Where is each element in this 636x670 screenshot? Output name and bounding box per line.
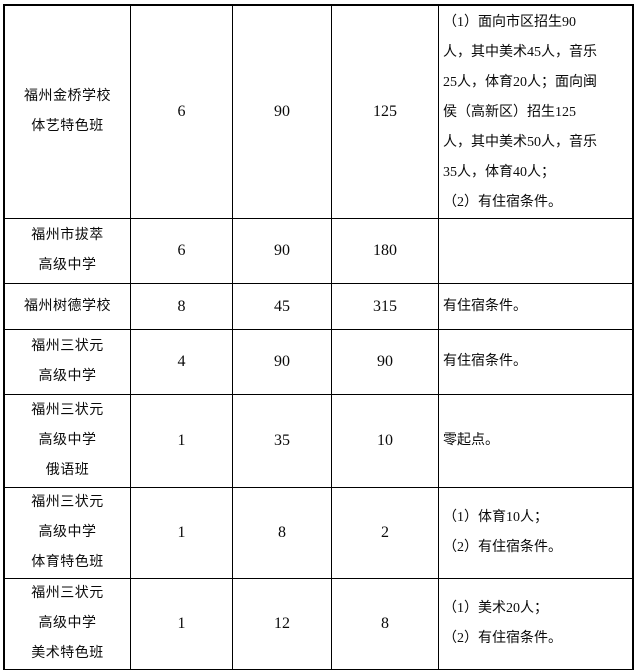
cell-school-name: 福州树德学校 xyxy=(4,283,131,330)
school-name-line: 高级中学 xyxy=(38,369,97,384)
note-line: （1）体育10人； xyxy=(443,510,548,525)
cell-note xyxy=(438,218,633,284)
cell-total: 315 xyxy=(331,283,439,330)
cell-class-size: 45 xyxy=(232,283,332,330)
note-line: 有住宿条件。 xyxy=(443,354,527,369)
cell-note: 有住宿条件。 xyxy=(438,283,633,330)
cell-class-size: 35 xyxy=(232,394,332,488)
cell-total: 180 xyxy=(331,218,439,284)
cell-note: （1）面向市区招生90 人，其中美术45人，音乐 25人，体育20人；面向闽 侯… xyxy=(438,5,633,219)
table-row: 福州三状元 高级中学 俄语班 1 35 10 零起点。 xyxy=(4,394,633,488)
cell-school-name: 福州三状元 高级中学 俄语班 xyxy=(4,394,131,488)
note-line: （1）面向市区招生90 xyxy=(443,15,576,30)
note-line: 35人，体育40人； xyxy=(443,165,555,180)
cell-total: 125 xyxy=(331,5,439,219)
note-line: 25人，体育20人；面向闽 xyxy=(443,75,597,90)
cell-class-size: 90 xyxy=(232,218,332,284)
note-line: 人，其中美术50人，音乐 xyxy=(443,135,597,150)
cell-total: 8 xyxy=(331,578,439,670)
table-row: 福州市拔萃 高级中学 6 90 180 xyxy=(4,218,633,284)
note-line: （2）有住宿条件。 xyxy=(443,631,562,646)
note-line: 零起点。 xyxy=(443,433,499,448)
school-name-line: 福州树德学校 xyxy=(24,298,111,314)
note-line: （1）美术20人； xyxy=(443,601,548,616)
cell-school-name: 福州三状元 高级中学 xyxy=(4,329,131,395)
school-name-line: 福州三状元 xyxy=(31,339,104,354)
note-line: （2）有住宿条件。 xyxy=(443,540,562,555)
cell-school-name: 福州三状元 高级中学 美术特色班 xyxy=(4,578,131,670)
school-name-line: 体艺特色班 xyxy=(31,119,104,134)
note-line: 有住宿条件。 xyxy=(443,298,527,314)
cell-class-size: 90 xyxy=(232,5,332,219)
cell-classes: 6 xyxy=(130,218,233,284)
cell-classes: 1 xyxy=(130,487,233,579)
cell-school-name: 福州三状元 高级中学 体育特色班 xyxy=(4,487,131,579)
note-line: 人，其中美术45人，音乐 xyxy=(443,45,597,60)
cell-class-size: 8 xyxy=(232,487,332,579)
cell-note: （1）体育10人； （2）有住宿条件。 xyxy=(438,487,633,579)
cell-classes: 8 xyxy=(130,283,233,330)
cell-classes: 1 xyxy=(130,394,233,488)
note-line: 侯（高新区）招生125 xyxy=(443,105,576,120)
school-name-line: 福州三状元 xyxy=(31,586,104,601)
table-row: 福州三状元 高级中学 体育特色班 1 8 2 （1）体育10人； （2）有住宿条… xyxy=(4,487,633,579)
cell-class-size: 12 xyxy=(232,578,332,670)
cell-total: 90 xyxy=(331,329,439,395)
table-body: 福州金桥学校 体艺特色班 6 90 125 （1）面向市区招生90 人，其中美术… xyxy=(4,5,633,670)
table-row: 福州三状元 高级中学 4 90 90 有住宿条件。 xyxy=(4,329,633,395)
school-name-line: 福州金桥学校 xyxy=(24,89,111,104)
table-row: 福州树德学校 8 45 315 有住宿条件。 xyxy=(4,283,633,330)
note-line: （2）有住宿条件。 xyxy=(443,195,562,210)
school-name-line: 高级中学 xyxy=(38,525,97,540)
cell-school-name: 福州市拔萃 高级中学 xyxy=(4,218,131,284)
cell-classes: 4 xyxy=(130,329,233,395)
cell-classes: 6 xyxy=(130,5,233,219)
table-row: 福州三状元 高级中学 美术特色班 1 12 8 （1）美术20人； （2）有住宿… xyxy=(4,578,633,670)
cell-school-name: 福州金桥学校 体艺特色班 xyxy=(4,5,131,219)
cell-note: 零起点。 xyxy=(438,394,633,488)
school-name-line: 高级中学 xyxy=(38,616,97,631)
cell-note: 有住宿条件。 xyxy=(438,329,633,395)
school-name-line: 俄语班 xyxy=(45,463,90,478)
cell-total: 2 xyxy=(331,487,439,579)
school-name-line: 福州三状元 xyxy=(31,495,104,510)
cell-class-size: 90 xyxy=(232,329,332,395)
school-name-line: 体育特色班 xyxy=(31,555,104,570)
cell-note: （1）美术20人； （2）有住宿条件。 xyxy=(438,578,633,670)
cell-classes: 1 xyxy=(130,578,233,670)
school-name-line: 高级中学 xyxy=(38,258,97,273)
cell-total: 10 xyxy=(331,394,439,488)
table-row: 福州金桥学校 体艺特色班 6 90 125 （1）面向市区招生90 人，其中美术… xyxy=(4,5,633,219)
school-name-line: 高级中学 xyxy=(38,433,97,448)
school-name-line: 福州市拔萃 xyxy=(31,228,104,243)
school-name-line: 福州三状元 xyxy=(31,403,104,418)
school-name-line: 美术特色班 xyxy=(31,646,104,661)
admissions-plan-table: 福州金桥学校 体艺特色班 6 90 125 （1）面向市区招生90 人，其中美术… xyxy=(3,4,634,670)
